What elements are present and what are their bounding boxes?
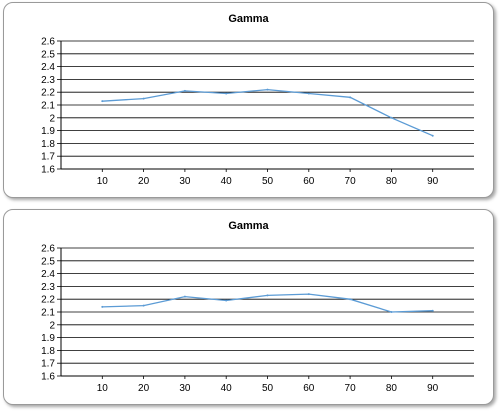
x-tick-label: 80 [386,383,398,394]
y-tick-label: 2.1 [41,308,55,319]
data-point [431,134,434,137]
y-tick-label: 1.6 [41,372,55,383]
x-tick-label: 90 [427,176,439,187]
x-tick-label: 30 [179,383,191,394]
y-tick-label: 1.8 [41,346,55,357]
x-tick-label: 10 [97,176,109,187]
data-point [225,92,228,95]
chart-title: Gamma [228,220,269,232]
y-tick-label: 2.2 [41,295,55,306]
y-tick-label: 2.4 [41,62,55,73]
y-tick-label: 2 [49,113,55,124]
data-point [101,100,104,103]
data-point [266,294,269,297]
x-tick-label: 70 [345,176,357,187]
x-tick-label: 10 [97,383,109,394]
data-point [349,298,352,301]
x-tick-label: 20 [138,383,150,394]
gamma-chart-plot-2: 1.6 1.7 1.8 1.9 22.1 2.2 2.3 2.4 2.52.6 10 20 30 40 5… [41,244,474,394]
data-point [431,309,434,312]
x-tick-label: 70 [345,383,357,394]
x-tick-label: 30 [179,176,191,187]
y-tick-label: 1.7 [41,359,55,370]
data-point [266,88,269,91]
gamma-chart-panel-2: Gamma 1.6 1.7 1.8 1.9 2 2.1 2.2 2.3 2.4 2.5 2.6 10 2… [3,209,494,405]
y-tick-label: 2.6 [41,244,55,255]
y-tick-label: 1.7 [41,152,55,163]
data-point [307,293,310,296]
data-point [349,96,352,99]
series-line [102,88,433,137]
y-tick-label: 2.5 [41,49,55,60]
x-tick-label: 40 [221,176,233,187]
x-tick-label: 60 [303,383,315,394]
x-tick-label: 90 [427,383,439,394]
x-tick-label: 80 [386,176,398,187]
data-point [183,295,186,298]
x-tick-label: 40 [221,383,233,394]
series-line [102,293,433,313]
x-tick-label: 50 [262,176,274,187]
y-tick-label: 1.9 [41,333,55,344]
data-point [142,97,145,100]
x-tick-label: 20 [138,176,150,187]
y-tick-label: 2.1 [41,101,55,112]
data-point [225,299,228,302]
y-tick-label: 2.4 [41,269,55,280]
chart-title: Gamma [228,13,269,25]
x-tick-label: 50 [262,383,274,394]
data-point [307,92,310,95]
y-tick-label: 1.6 [41,165,55,176]
y-tick-label: 1.9 [41,126,55,137]
data-point [101,305,104,308]
y-tick-label: 2 [49,320,55,331]
gamma-chart-panel-1: Gamma 1.6 1.7 1.8 1.9 2 2.1 2.2 2.3 2.4 2.5 2.6 10 2… [3,2,494,198]
data-point [390,116,393,119]
data-point [390,311,393,313]
y-tick-label: 1.8 [41,139,55,150]
y-tick-label: 2.6 [41,37,55,48]
y-tick-label: 2.3 [41,282,55,293]
gamma-chart-plot-1: 1.6 1.7 1.8 1.9 22.1 2.2 2.3 2.4 2.52.6 10 20 30 40 5… [41,37,474,187]
x-tick-label: 60 [303,176,315,187]
data-point [142,304,145,307]
y-tick-label: 2.3 [41,75,55,86]
y-tick-label: 2.2 [41,88,55,99]
data-point [183,89,186,92]
y-tick-label: 2.5 [41,256,55,267]
